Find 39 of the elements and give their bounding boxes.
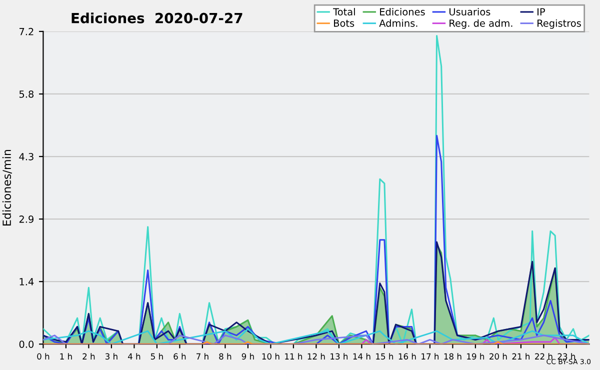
- x-tick-label: 22 h: [535, 353, 552, 360]
- chart-title: Ediciones 2020-07-27: [72, 12, 242, 24]
- y-tick-label: 7.2: [20, 28, 34, 36]
- x-tick-label: 4 h: [128, 353, 140, 360]
- x-tick-label: 7 h: [196, 353, 208, 360]
- x-tick-label: 16 h: [398, 353, 416, 360]
- legend-label: Admins.: [379, 19, 418, 27]
- x-tick-label: 6 h: [174, 353, 186, 360]
- x-tick-label: 12 h: [308, 353, 325, 360]
- x-tick-label: 10 h: [262, 353, 280, 360]
- legend-label: Registros: [538, 19, 581, 29]
- y-tick-label: 2.9: [19, 216, 34, 223]
- x-tick-label: 11 h: [285, 353, 302, 360]
- x-tick-label: 0 h: [37, 353, 50, 360]
- x-tick-label: 14 h: [353, 353, 370, 360]
- y-tick-label: 4.3: [19, 152, 34, 160]
- x-tick-label: 1 h: [60, 353, 72, 360]
- legend-label: Usuarios: [450, 8, 490, 16]
- legend-label: Bots: [334, 20, 354, 27]
- x-tick-label: 2 h: [82, 353, 95, 360]
- legend-label: Total: [333, 8, 355, 16]
- x-tick-label: 9 h: [242, 353, 254, 360]
- x-tick-label: 5 h: [150, 353, 163, 360]
- legend-label: Ediciones: [380, 8, 425, 16]
- x-tick-label: 13 h: [330, 353, 348, 360]
- legend-label: IP: [538, 8, 545, 16]
- x-tick-label: 18 h: [444, 353, 462, 360]
- x-tick-label: 3 h: [105, 353, 118, 360]
- y-axis-title: Ediciones/min: [2, 150, 12, 226]
- y-tick-label: 5.8: [19, 90, 34, 98]
- x-tick-label: 15 h: [376, 353, 394, 360]
- x-tick-label: 21 h: [512, 353, 530, 360]
- x-tick-label: 17 h: [422, 353, 439, 360]
- x-tick-label: 8 h: [219, 353, 232, 360]
- y-tick-label: 0.0: [19, 340, 34, 348]
- y-tick-label: 1.4: [20, 278, 34, 286]
- x-tick-label: 20 h: [490, 353, 507, 360]
- legend-label: Reg. de adm.: [450, 19, 512, 29]
- x-tick-label: 19 h: [467, 353, 484, 360]
